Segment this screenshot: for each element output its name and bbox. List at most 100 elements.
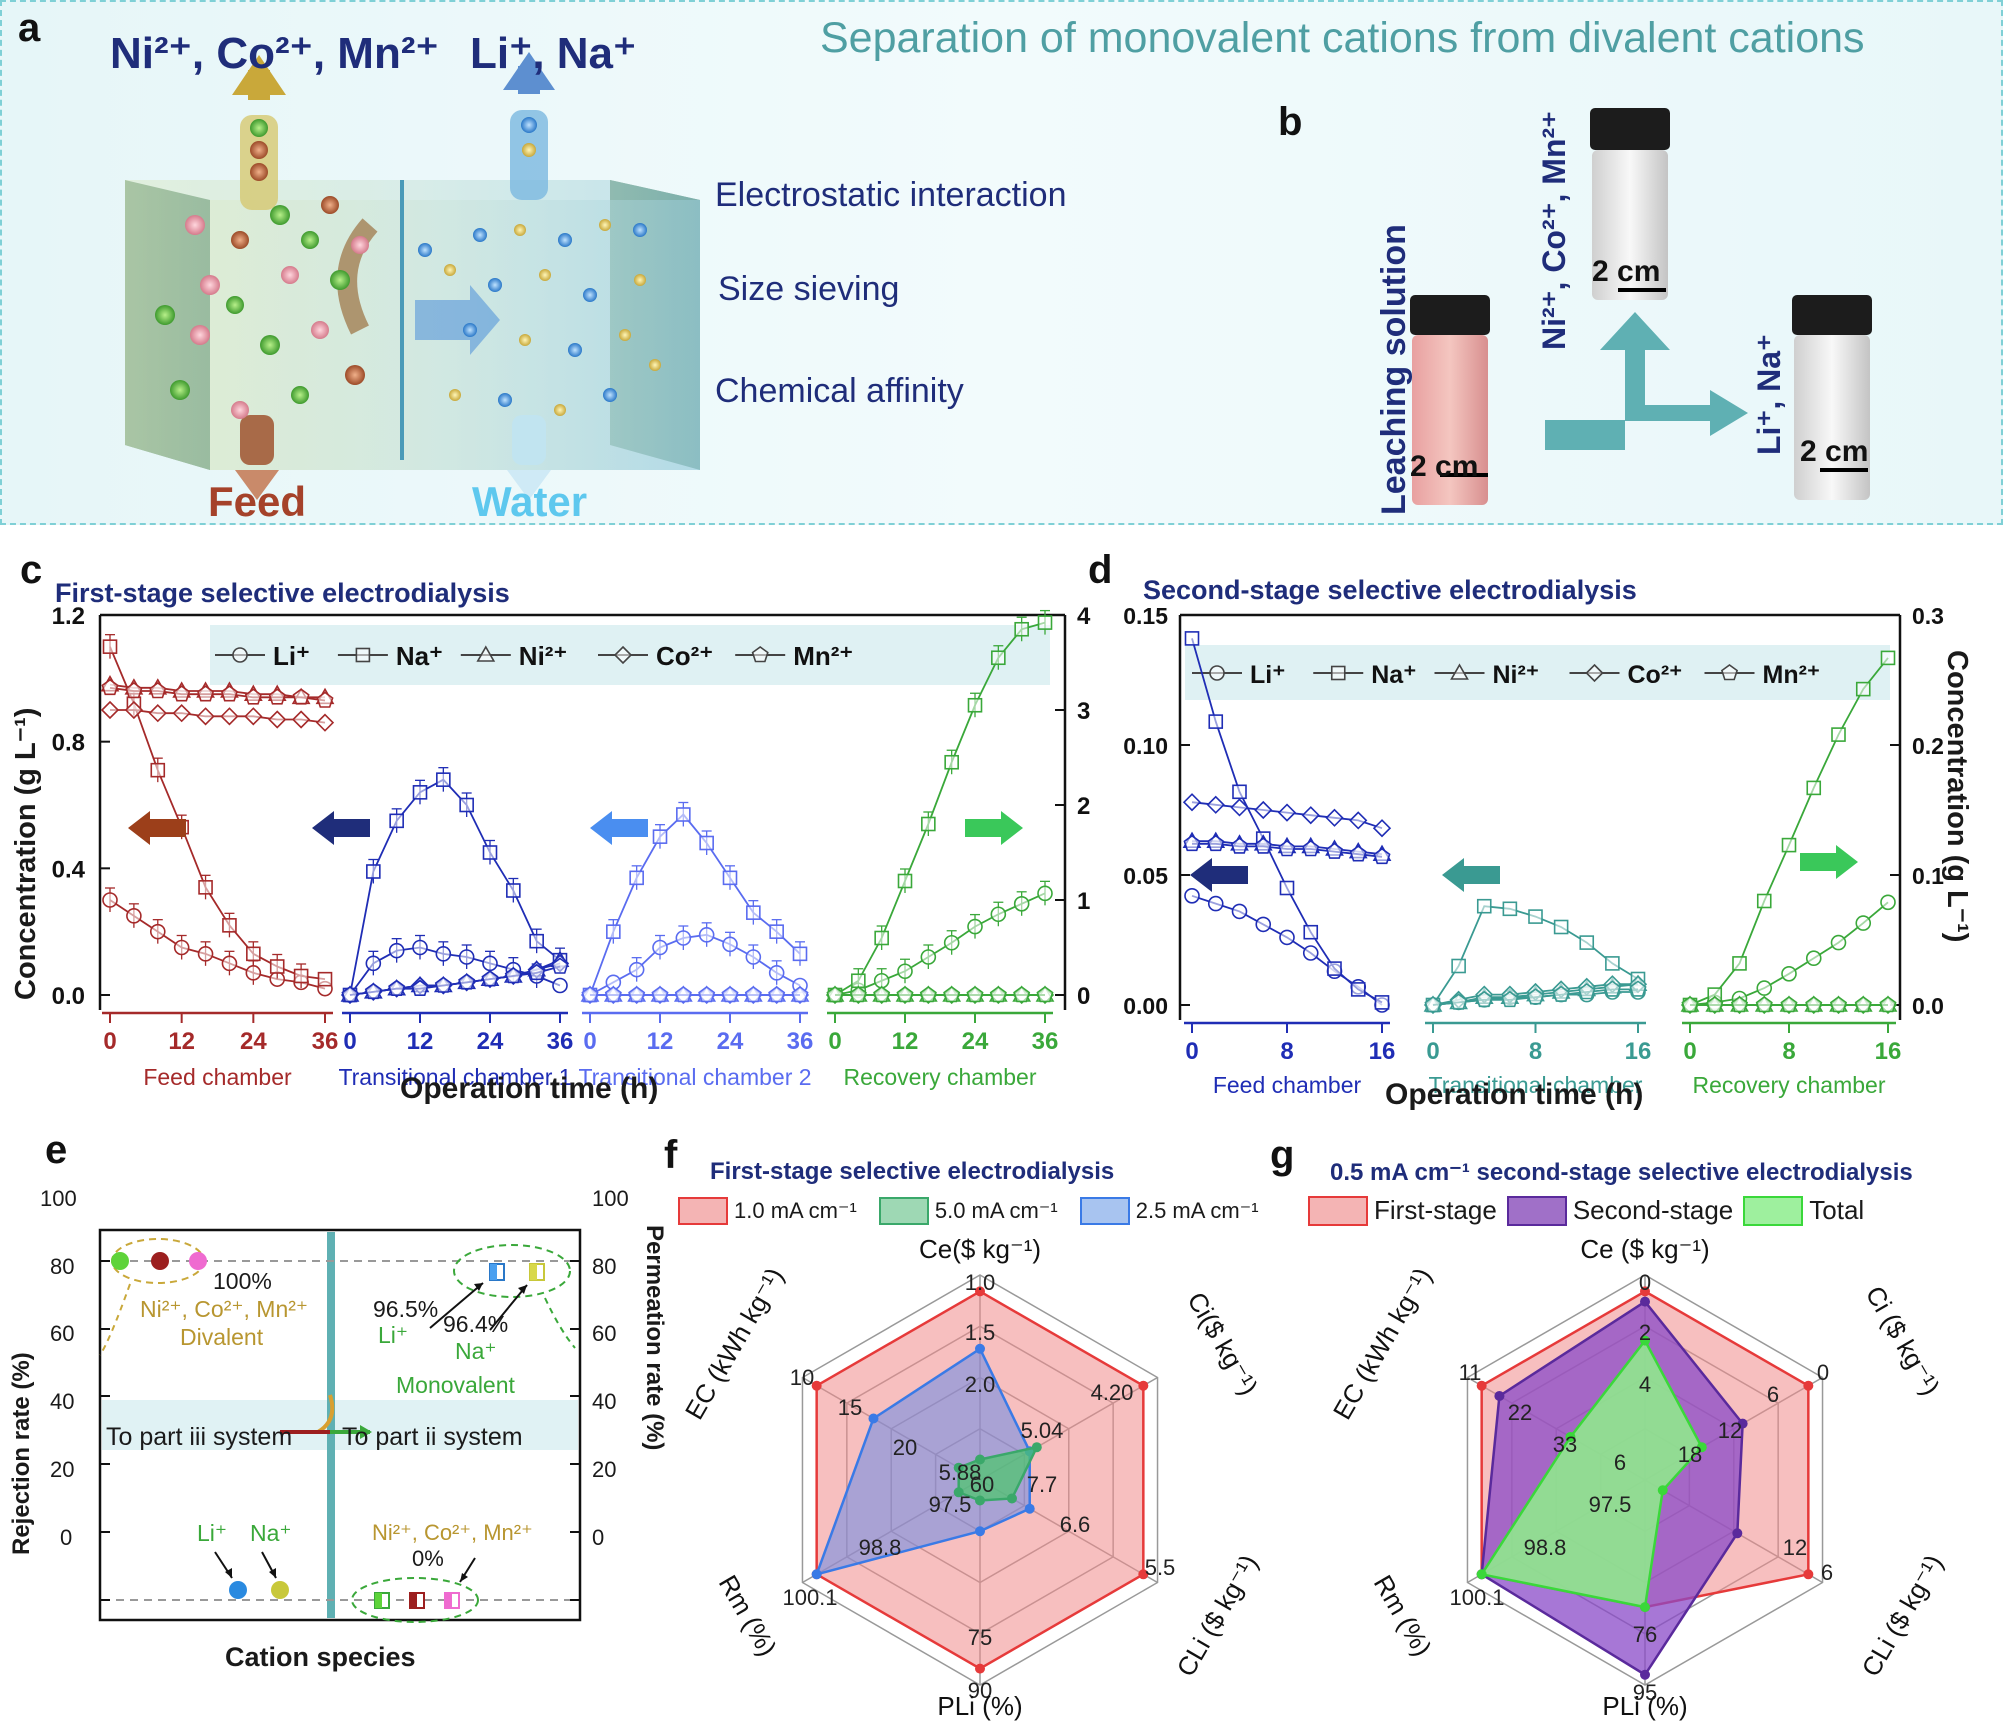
data-point	[991, 650, 1006, 666]
x-tick-label: 8	[1280, 1038, 1293, 1065]
data-point	[102, 639, 118, 654]
data-point	[1372, 819, 1392, 838]
data-point	[102, 892, 118, 908]
legend-g-first: First-stage	[1308, 1195, 1497, 1226]
data-point	[528, 963, 546, 981]
legend-marker	[1450, 663, 1469, 680]
legend-marker	[1209, 665, 1225, 681]
data-point	[1681, 996, 1699, 1013]
data-point	[504, 967, 522, 984]
radar-point	[1803, 1380, 1814, 1391]
tick-label-right: 0.2	[1912, 733, 1944, 759]
data-point	[364, 982, 382, 1000]
data-point	[990, 906, 1007, 923]
data-point	[698, 986, 716, 1003]
x-tick-label: 0	[1185, 1038, 1198, 1065]
tick-label-left: 0.15	[1123, 603, 1168, 629]
li-pct: 96.5%	[373, 1296, 439, 1322]
radar-tick-label: 4	[1639, 1372, 1651, 1397]
data-point	[1302, 840, 1320, 857]
radar-axis-label: CLi ($ kg⁻¹)	[1855, 1550, 1949, 1682]
data-point	[317, 971, 333, 987]
legend-f-1mA: 1.0 mA cm⁻¹	[678, 1197, 857, 1225]
leaching-solution-label: Leaching solution	[1375, 224, 1413, 515]
radar-tick-label: 1.5	[965, 1320, 996, 1345]
li-label-e-bottom: Li⁺	[197, 1520, 228, 1546]
data-point	[791, 986, 809, 1003]
data-point	[389, 813, 404, 829]
radar-tick-label: 90	[968, 1678, 992, 1703]
divalent-ions-e: Ni²⁺, Co²⁺, Mn²⁺	[140, 1296, 309, 1322]
e-tick-r-60: 60	[592, 1321, 617, 1346]
data-point	[1526, 988, 1545, 1005]
water-label: Water	[472, 478, 588, 525]
legend-marker	[613, 645, 633, 665]
radar-tick-label: 6	[1614, 1450, 1626, 1475]
radar-point	[1640, 1669, 1650, 1680]
e-tick-r-0: 0	[592, 1525, 605, 1550]
panel-e-letter: e	[45, 1128, 68, 1172]
data-point	[1629, 980, 1647, 997]
legend-label: Mn²⁺	[1763, 661, 1821, 689]
tick-label-right: 0.3	[1912, 603, 1944, 629]
legend-marker	[751, 646, 769, 663]
panel-c-xlabel: Operation time (h)	[400, 1072, 659, 1105]
radar-tick-label: 97.5	[929, 1492, 972, 1517]
radar-point	[811, 1569, 822, 1580]
data-point	[1013, 986, 1031, 1003]
data-point	[292, 688, 310, 705]
x-tick-label: 36	[1032, 1028, 1059, 1055]
data-point	[506, 883, 521, 898]
data-point	[651, 986, 669, 1003]
data-point	[745, 949, 762, 965]
data-point	[1528, 909, 1543, 924]
data-point	[388, 979, 406, 996]
x-tick-label: 12	[168, 1028, 195, 1055]
data-point	[172, 704, 191, 723]
panel-a-heading: Separation of monovalent cations from di…	[820, 14, 1865, 62]
data-point	[1756, 893, 1772, 909]
direction-arrow	[1442, 858, 1500, 892]
data-point	[1755, 996, 1773, 1013]
direction-arrow	[965, 811, 1023, 845]
data-point	[412, 939, 428, 956]
data-point	[989, 986, 1007, 1003]
radar-point	[1476, 1569, 1487, 1580]
panel-e-ylabel-left: Rejection rate (%)	[8, 1352, 35, 1555]
data-point	[366, 864, 381, 879]
data-point	[173, 685, 191, 702]
radar-tick-label: 4.20	[1091, 1380, 1134, 1405]
data-point	[1037, 885, 1053, 902]
data-point	[1183, 834, 1201, 852]
radar-tick-label: 2	[1639, 1320, 1651, 1345]
data-point	[197, 685, 215, 702]
x-tick-label: 24	[962, 1028, 989, 1055]
tick-label-left: 0.4	[52, 856, 86, 883]
radar-point	[1737, 1418, 1748, 1429]
radar-axis-label: Ce ($ kg⁻¹)	[1580, 1234, 1709, 1264]
direction-arrow	[312, 811, 370, 845]
data-point	[482, 845, 498, 860]
radar-point	[975, 1343, 985, 1354]
data-point	[851, 973, 866, 989]
chamber-label: Recovery chamber	[1692, 1072, 1885, 1098]
data-point	[268, 710, 287, 729]
data-point	[874, 930, 889, 946]
data-point	[746, 905, 761, 920]
feed-label: Feed	[208, 478, 307, 525]
e-tick-r-100: 100	[592, 1186, 629, 1211]
radar-tick-label: 76	[1633, 1622, 1657, 1647]
data-point	[966, 986, 984, 1003]
data-point	[1552, 985, 1570, 1002]
data-point	[1855, 915, 1872, 931]
data-point	[221, 955, 238, 972]
panel-c-letter: c	[20, 548, 43, 592]
data-point	[1230, 798, 1249, 817]
chamber-label: Transitional chamber 2	[578, 1064, 811, 1090]
x-tick-label: 24	[717, 1028, 744, 1055]
data-point	[173, 939, 190, 956]
radar-tick-label: 20	[893, 1435, 917, 1460]
legend-label: Na⁺	[396, 641, 443, 671]
radar-tick-label: 7.7	[1027, 1472, 1058, 1497]
radar-point	[1138, 1380, 1149, 1391]
